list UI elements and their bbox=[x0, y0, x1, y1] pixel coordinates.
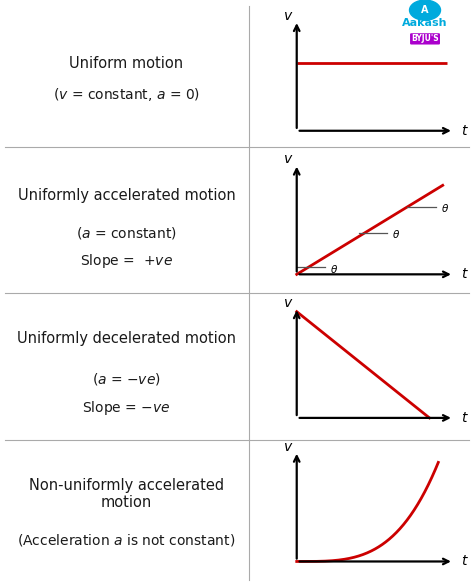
Text: $v$: $v$ bbox=[283, 152, 293, 166]
Text: Uniformly accelerated motion: Uniformly accelerated motion bbox=[18, 188, 235, 203]
Text: $t$: $t$ bbox=[461, 554, 469, 568]
Text: ($a$ = $-ve$): ($a$ = $-ve$) bbox=[92, 371, 161, 387]
Text: Slope =  $+ve$: Slope = $+ve$ bbox=[80, 253, 173, 270]
Text: Uniform motion: Uniform motion bbox=[69, 56, 183, 71]
Text: Non-uniformly accelerated
motion: Non-uniformly accelerated motion bbox=[29, 478, 224, 510]
Text: A: A bbox=[421, 5, 429, 15]
Text: BYJU'S: BYJU'S bbox=[411, 35, 439, 43]
Text: $t$: $t$ bbox=[461, 411, 469, 425]
Text: $\theta$: $\theta$ bbox=[440, 202, 449, 214]
Circle shape bbox=[410, 0, 440, 20]
Text: Uniformly decelerated motion: Uniformly decelerated motion bbox=[17, 332, 236, 346]
Text: ($a$ = constant): ($a$ = constant) bbox=[76, 224, 177, 241]
Text: $\theta$: $\theta$ bbox=[330, 263, 338, 275]
Text: $v$: $v$ bbox=[283, 296, 293, 310]
Text: (Acceleration $a$ is not constant): (Acceleration $a$ is not constant) bbox=[17, 532, 236, 548]
Text: $v$: $v$ bbox=[283, 9, 293, 23]
Text: Slope = $-ve$: Slope = $-ve$ bbox=[82, 399, 171, 417]
Text: $t$: $t$ bbox=[461, 267, 469, 281]
Text: $\theta$: $\theta$ bbox=[392, 228, 400, 240]
Text: $v$: $v$ bbox=[283, 440, 293, 454]
Text: ($v$ = constant, $a$ = 0): ($v$ = constant, $a$ = 0) bbox=[53, 86, 200, 103]
Text: Aakash: Aakash bbox=[402, 18, 448, 28]
Text: $t$: $t$ bbox=[461, 124, 469, 138]
